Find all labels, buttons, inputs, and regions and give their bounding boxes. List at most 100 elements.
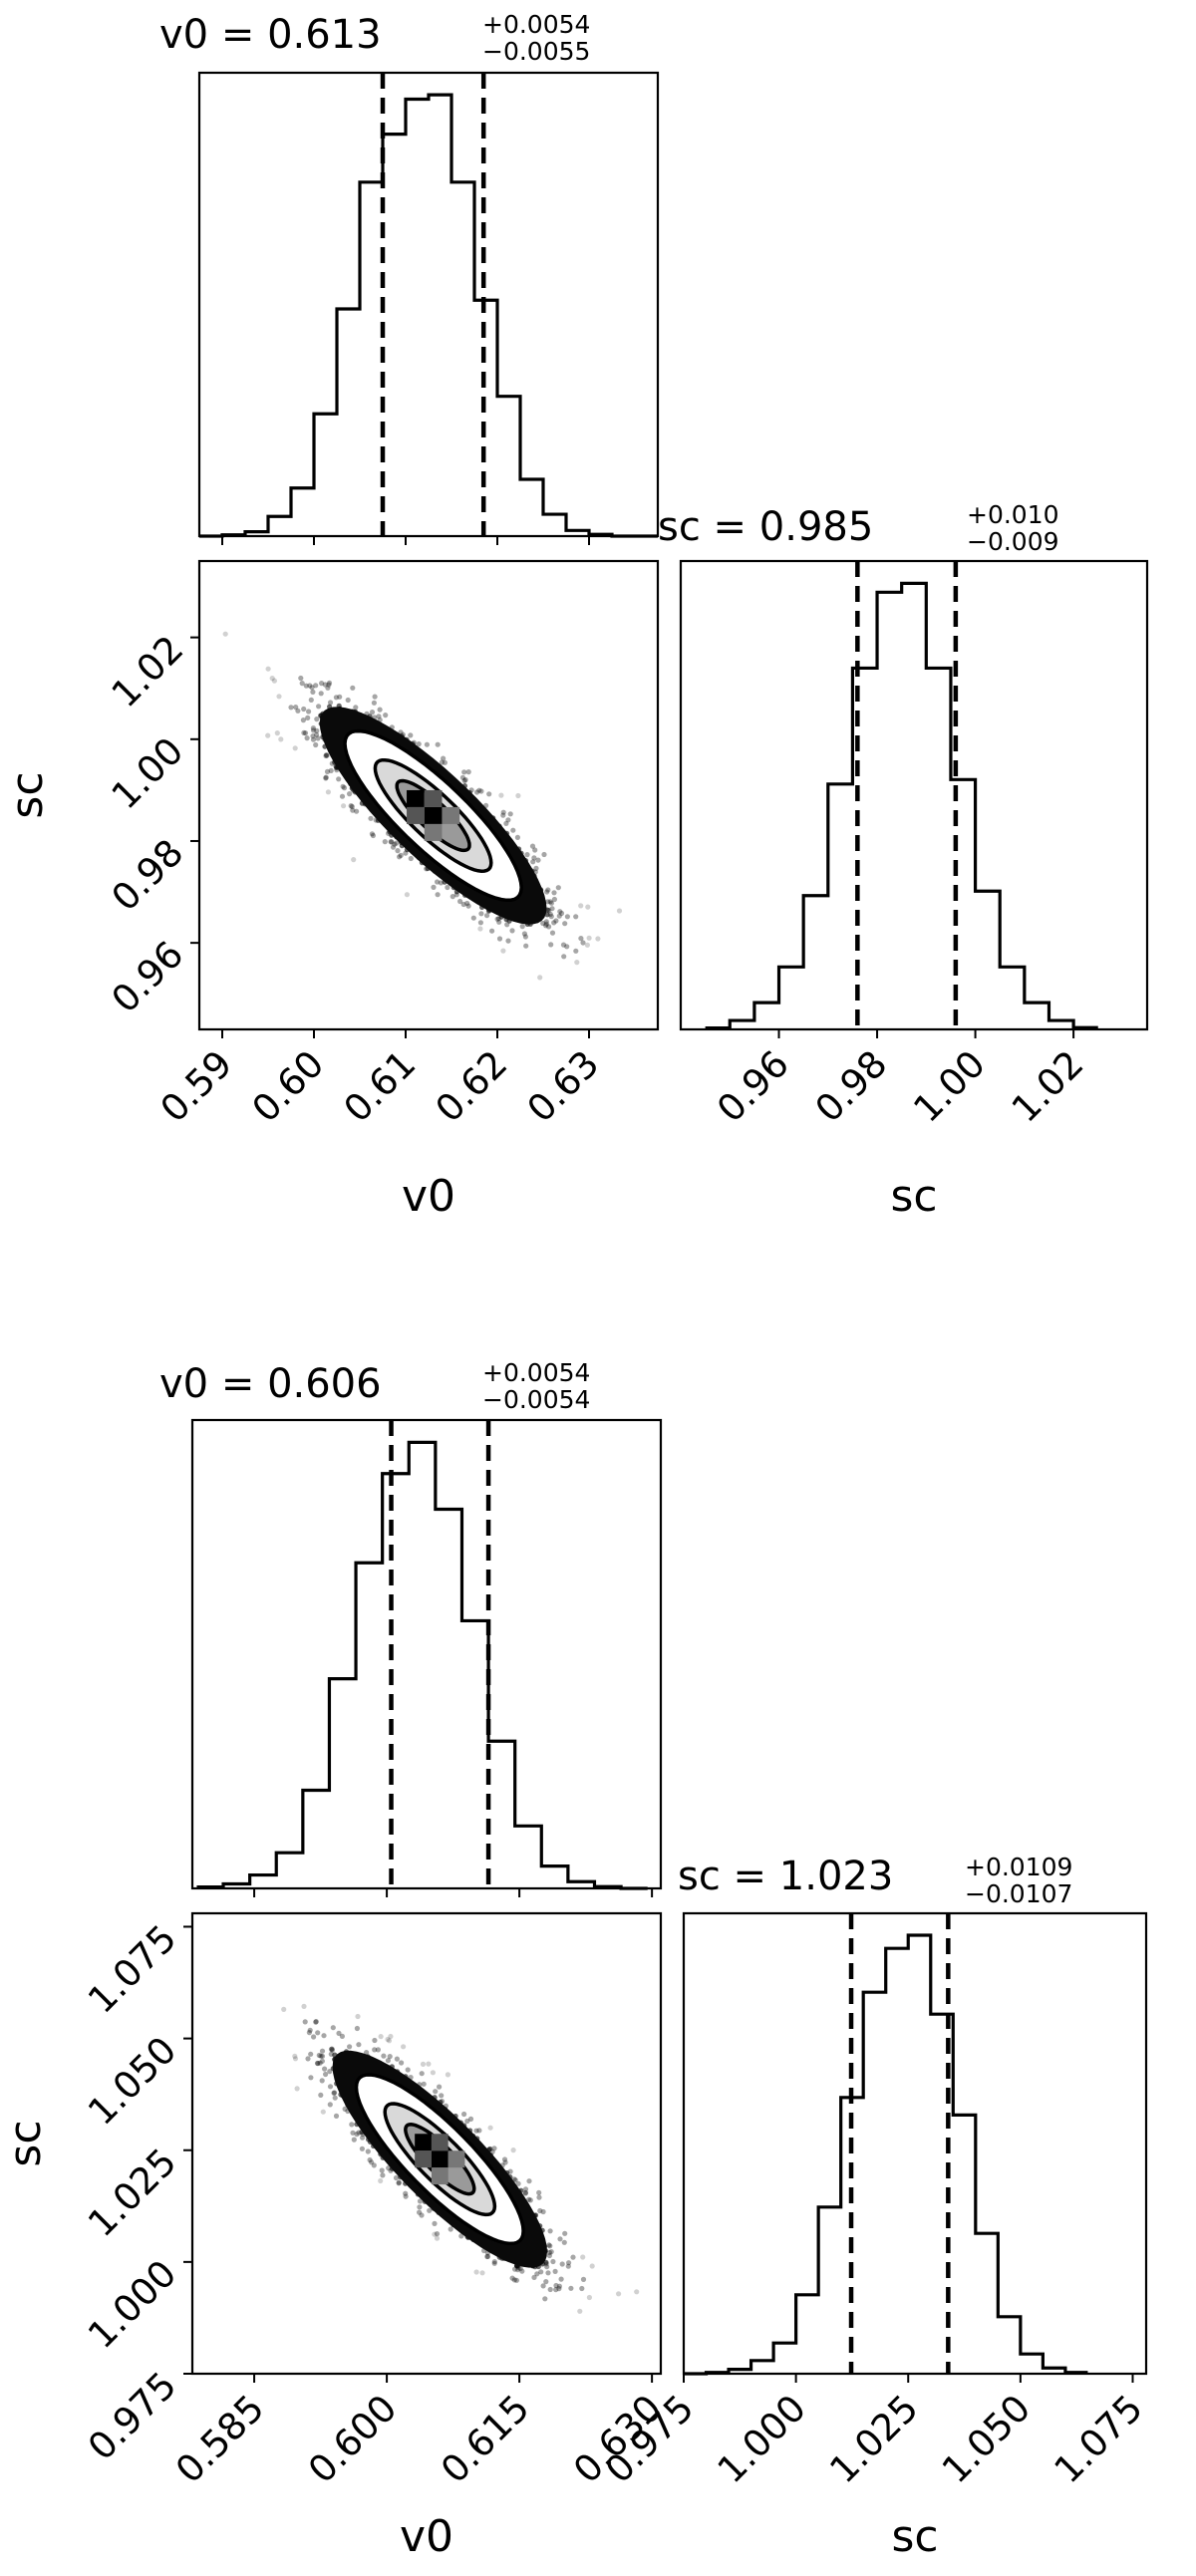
- scatter-point: [265, 732, 271, 738]
- scatter-point: [565, 2263, 571, 2269]
- scatter-point: [547, 2243, 553, 2249]
- scatter-point: [419, 2071, 425, 2077]
- scatter-point: [511, 2277, 517, 2283]
- sc-title: sc = 1.023: [678, 1854, 893, 1899]
- scatter-point: [281, 2006, 287, 2012]
- scatter-point: [476, 2128, 482, 2134]
- scatter-point: [496, 936, 503, 942]
- scatter-point: [560, 942, 567, 948]
- scatter-point: [381, 2053, 387, 2059]
- scatter-point: [540, 920, 546, 927]
- scatter-point: [350, 807, 356, 813]
- scatter-point: [323, 775, 329, 781]
- scatter-point: [522, 934, 529, 940]
- scatter-point: [449, 894, 455, 900]
- scatter-point: [434, 2231, 441, 2237]
- scatter-point: [545, 887, 551, 893]
- scatter-point: [314, 727, 320, 734]
- scatter-point: [564, 944, 570, 950]
- v0-tick-label: 0.60: [244, 1042, 333, 1131]
- scatter-point: [351, 2137, 357, 2143]
- scatter-point: [382, 839, 388, 845]
- scatter-point: [307, 2027, 313, 2033]
- scatter-point: [327, 2102, 333, 2108]
- scatter-point: [547, 911, 553, 918]
- scatter-point: [559, 2261, 565, 2267]
- scatter-point: [348, 803, 354, 809]
- scatter-point: [513, 2277, 520, 2283]
- scatter-point: [568, 2285, 574, 2291]
- scatter-point: [510, 2147, 516, 2153]
- scatter-point: [339, 793, 346, 799]
- scatter-point: [573, 948, 579, 954]
- sc-error-plus: +0.0109: [965, 1853, 1072, 1881]
- scatter-point: [558, 910, 565, 917]
- scatter-point: [269, 676, 275, 682]
- scatter-point: [494, 916, 500, 922]
- scatter-point: [484, 2253, 490, 2260]
- scatter-point: [397, 854, 403, 860]
- scatter-panel: [197, 559, 660, 1031]
- scatter-point: [328, 767, 334, 774]
- scatter-panel: [190, 1911, 663, 2376]
- scatter-point: [308, 2051, 314, 2057]
- scatter-point: [327, 2084, 334, 2090]
- scatter-point: [477, 920, 483, 926]
- sc-x-tick-label: 0.98: [807, 1042, 896, 1131]
- scatter-point: [340, 783, 346, 789]
- scatter-point: [316, 704, 322, 710]
- scatter-point: [371, 700, 377, 706]
- scatter-point: [470, 915, 476, 921]
- scatter-point: [311, 2034, 317, 2040]
- sc-title: sc = 0.985: [658, 504, 873, 550]
- scatter-point: [276, 694, 282, 700]
- scatter-point: [543, 2279, 549, 2285]
- scatter-point: [487, 2146, 493, 2152]
- sc-error-minus: −0.0107: [965, 1879, 1072, 1908]
- scatter-point: [271, 678, 277, 684]
- scatter-point: [292, 745, 298, 751]
- scatter-point: [317, 2060, 323, 2066]
- peak-pixel: [407, 806, 425, 824]
- v0-histogram: [190, 1418, 663, 1890]
- scatter-point: [434, 2235, 441, 2241]
- scatter-point: [417, 2204, 423, 2210]
- scatter-point: [512, 2177, 518, 2183]
- sc-error-minus: −0.009: [967, 527, 1059, 556]
- scatter-point: [313, 2019, 319, 2025]
- scatter-point: [294, 2086, 300, 2092]
- scatter-point: [460, 901, 466, 908]
- scatter-point: [354, 808, 360, 814]
- sc-x-tick-label: 0.96: [709, 1042, 797, 1131]
- sc-frame: [679, 559, 1149, 1031]
- scatter-point: [333, 695, 339, 701]
- scatter-point: [398, 852, 404, 859]
- scatter-point: [547, 2286, 553, 2293]
- scatter-point: [323, 2071, 329, 2078]
- scatter-point: [360, 2135, 366, 2141]
- v0-title: v0 = 0.613: [159, 12, 382, 58]
- scatter-point: [464, 2118, 470, 2125]
- scatter-point: [403, 2193, 409, 2199]
- scatter-point: [500, 812, 506, 818]
- scatter-point: [549, 930, 556, 936]
- scatter-point: [544, 2264, 550, 2270]
- scatter-point: [349, 803, 355, 810]
- scatter-point: [332, 2090, 338, 2096]
- scatter-point: [394, 840, 400, 846]
- scatter-point: [347, 791, 353, 797]
- scatter-point: [448, 2226, 453, 2232]
- scatter-point: [324, 768, 331, 775]
- scatter-point: [310, 727, 317, 733]
- scatter-point: [322, 682, 328, 688]
- scatter-point: [326, 680, 333, 686]
- scatter-point: [473, 2269, 479, 2275]
- scatter-point: [533, 865, 539, 872]
- scatter-point: [430, 2070, 436, 2076]
- scatter-point: [441, 755, 447, 761]
- scatter-point: [432, 2220, 438, 2226]
- scatter-point: [330, 2025, 336, 2031]
- v0-tick-label: 0.61: [336, 1042, 425, 1131]
